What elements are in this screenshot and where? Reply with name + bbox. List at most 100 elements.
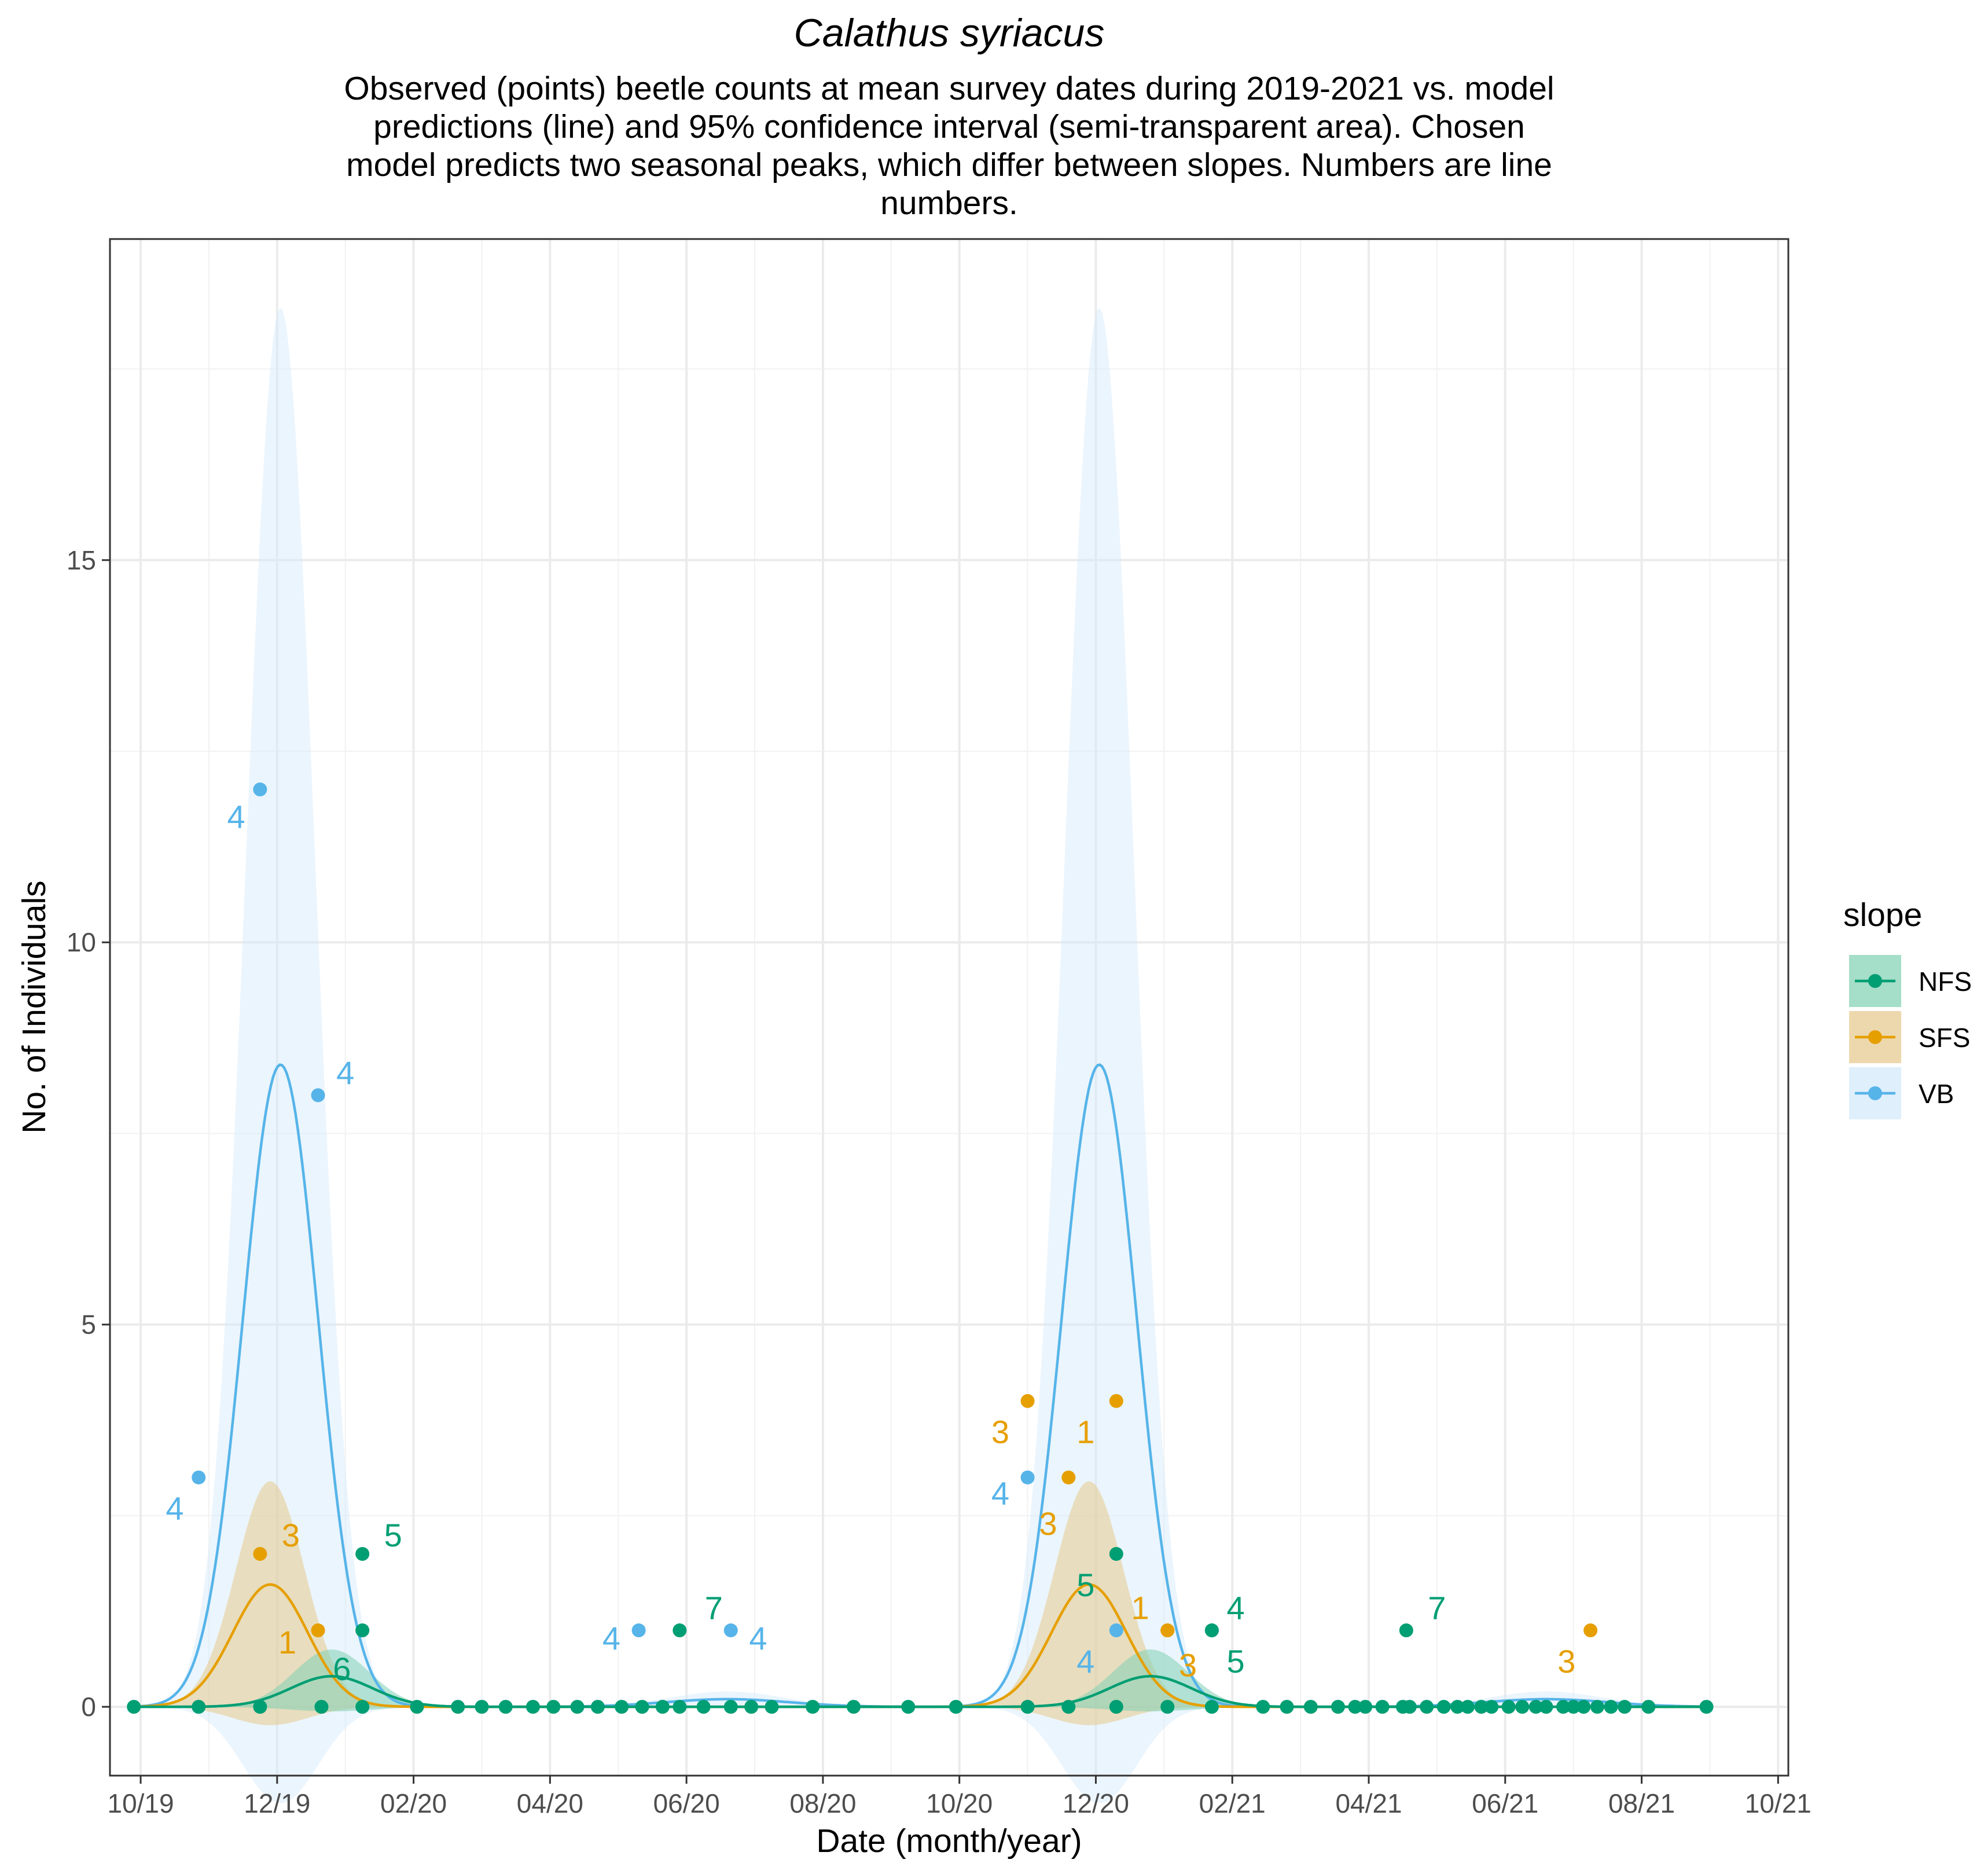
point-label: 3 [282, 1517, 300, 1553]
data-point-zero [1358, 1700, 1373, 1714]
point-label: 1 [1131, 1589, 1149, 1626]
data-point-sfs [311, 1623, 325, 1638]
point-label: 7 [1428, 1589, 1446, 1626]
y-tick-label: 10 [67, 927, 96, 957]
ribbon-layer [134, 308, 1707, 1803]
point-label: 5 [1227, 1643, 1245, 1680]
data-point-vb [253, 782, 267, 797]
point-label: 3 [1179, 1647, 1197, 1683]
point-layer [127, 782, 1714, 1714]
x-tick-label: 06/20 [653, 1788, 720, 1818]
point-label: 4 [227, 798, 245, 835]
data-point-vb [192, 1470, 206, 1484]
x-tick-label: 04/21 [1335, 1788, 1402, 1818]
chart-subtitle-line-1: Observed (points) beetle counts at mean … [344, 70, 1554, 107]
data-point-zero [655, 1700, 670, 1714]
data-point-zero [253, 1700, 267, 1714]
point-label: 3 [1039, 1505, 1057, 1542]
legend-label-nfs: NFS [1919, 967, 1972, 997]
data-point-vb [723, 1623, 738, 1638]
point-label: 4 [991, 1475, 1009, 1511]
x-tick-label: 08/21 [1608, 1788, 1675, 1818]
axis-layer: 10/19 12/19 02/20 04/20 06/20 08/20 10/20 12/20… [67, 545, 1811, 1818]
data-point-sfs [1109, 1394, 1123, 1408]
data-point-zero [1556, 1700, 1570, 1714]
point-label: 5 [384, 1517, 402, 1553]
chart-subtitle-line-3: model predicts two seasonal peaks, which… [346, 146, 1552, 183]
data-point-vb [1020, 1470, 1035, 1484]
data-point-nfs [355, 1546, 370, 1561]
data-point-zero [314, 1700, 329, 1714]
data-point-zero [1699, 1700, 1714, 1714]
legend-point-nfs [1868, 974, 1882, 988]
x-tick-label: 02/20 [380, 1788, 447, 1818]
data-point-sfs [1061, 1470, 1076, 1484]
y-tick-label: 15 [67, 545, 96, 575]
x-tick-label: 10/19 [107, 1788, 174, 1818]
data-point-zero [696, 1700, 711, 1714]
data-point-zero [475, 1700, 489, 1714]
data-point-zero [901, 1700, 916, 1714]
point-label: 4 [1227, 1589, 1245, 1626]
y-tick-label: 0 [81, 1692, 96, 1722]
data-point-zero [1256, 1700, 1270, 1714]
chart-subtitle-line-4: numbers. [880, 185, 1018, 222]
data-point-zero [806, 1700, 820, 1714]
data-point-zero [1501, 1700, 1516, 1714]
data-point-zero [723, 1700, 738, 1714]
point-label: 3 [991, 1414, 1009, 1450]
data-point-zero [1460, 1700, 1475, 1714]
point-label: 4 [1076, 1643, 1094, 1680]
data-point-zero [1618, 1700, 1632, 1714]
legend-title: slope [1843, 896, 1922, 934]
data-point-zero [673, 1700, 687, 1714]
data-point-zero [1303, 1700, 1318, 1714]
data-point-zero [451, 1700, 465, 1714]
point-label: 1 [1076, 1414, 1094, 1450]
data-point-zero [1160, 1700, 1175, 1714]
data-point-nfs [673, 1623, 687, 1638]
data-point-zero [498, 1700, 513, 1714]
data-point-zero [949, 1700, 963, 1714]
data-point-zero [410, 1700, 424, 1714]
data-point-sfs [1020, 1394, 1035, 1408]
data-point-zero [744, 1700, 759, 1714]
data-point-zero [846, 1700, 861, 1714]
data-point-zero [1280, 1700, 1294, 1714]
legend-label-vb: VB [1919, 1079, 1954, 1109]
point-label: 3 [1557, 1643, 1575, 1680]
data-point-zero [1604, 1700, 1618, 1714]
data-point-vb [311, 1088, 325, 1103]
point-label: 7 [705, 1589, 723, 1626]
legend-point-sfs [1868, 1030, 1882, 1044]
data-point-vb [631, 1623, 646, 1638]
data-point-sfs [1583, 1623, 1598, 1638]
data-point-sfs [1160, 1623, 1175, 1638]
data-point-zero [1420, 1700, 1434, 1714]
data-point-zero [192, 1700, 206, 1714]
x-tick-label: 12/19 [244, 1788, 310, 1818]
x-axis-title: Date (month/year) [816, 1822, 1082, 1860]
data-point-zero [1474, 1700, 1489, 1714]
point-label: 4 [336, 1054, 354, 1091]
point-label: 4 [166, 1490, 183, 1527]
point-label: 1 [278, 1624, 296, 1660]
data-point-vb [1109, 1623, 1123, 1638]
legend-items: NFS SFS VB [1849, 955, 1972, 1119]
data-point-zero [1402, 1700, 1417, 1714]
y-axis-title: No. of Individuals [16, 880, 53, 1133]
data-point-zero [615, 1700, 629, 1714]
y-tick-label: 5 [81, 1310, 96, 1340]
x-tick-label: 12/20 [1063, 1788, 1129, 1818]
data-point-zero [1061, 1700, 1076, 1714]
ci-ribbon-nfs [134, 1649, 1707, 1711]
data-point-zero [570, 1700, 585, 1714]
data-point-zero [127, 1700, 141, 1714]
grid-layer [110, 239, 1788, 1776]
legend: slope NFS SFS VB [1843, 896, 1972, 1119]
data-point-zero [1590, 1700, 1604, 1714]
chart-subtitle-line-2: predictions (line) and 95% confidence in… [373, 108, 1525, 145]
